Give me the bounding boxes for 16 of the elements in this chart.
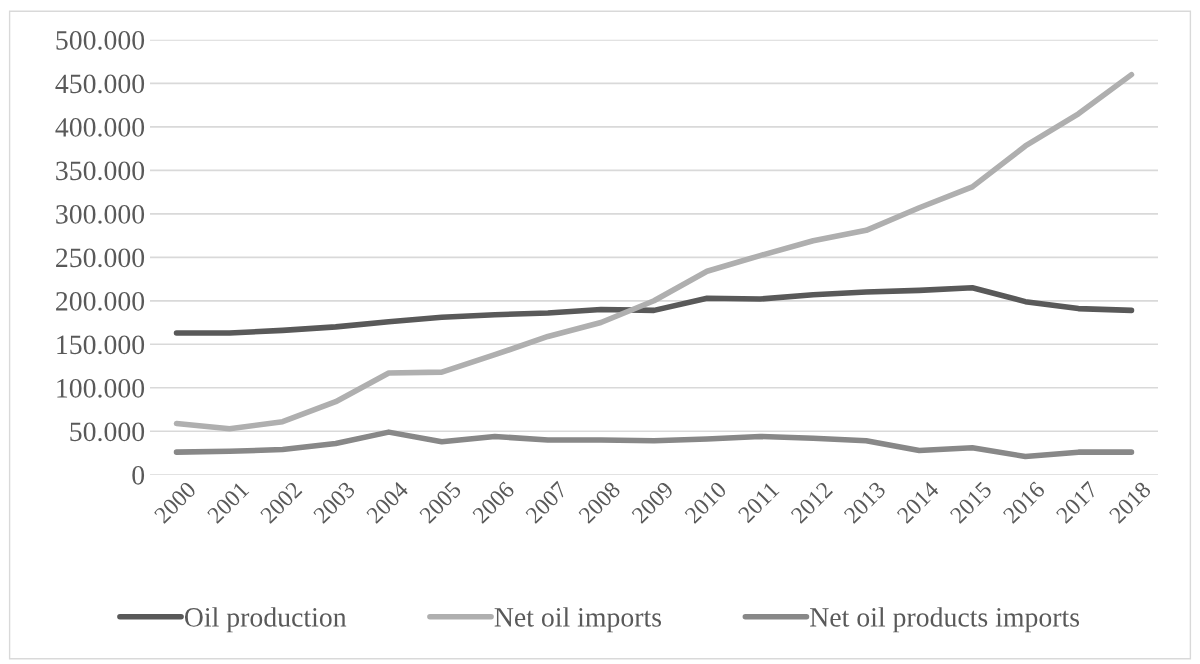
x-tick-label: 2001 <box>206 481 250 525</box>
y-tick-label: 450.000 <box>55 74 145 94</box>
y-tick-label: 400.000 <box>55 117 145 137</box>
y-tick-label: 350.000 <box>56 161 145 181</box>
y-tick-label: 250.000 <box>56 248 145 268</box>
y-tick-label: 300.000 <box>56 204 145 224</box>
y-tick-label: 0 <box>132 465 145 485</box>
legend-label: Net oil products imports <box>810 607 1080 633</box>
legend-label: Net oil imports <box>494 607 662 633</box>
y-tick-label: 150.000 <box>57 335 145 355</box>
legend-label: Oil production <box>184 607 347 633</box>
x-tick-label: 2011 <box>737 481 780 524</box>
y-tick-label: 200.000 <box>56 291 145 311</box>
y-tick-label: 50.000 <box>70 422 145 442</box>
y-tick-label: 100.000 <box>57 378 145 398</box>
y-tick-label: 500.000 <box>56 31 145 50</box>
